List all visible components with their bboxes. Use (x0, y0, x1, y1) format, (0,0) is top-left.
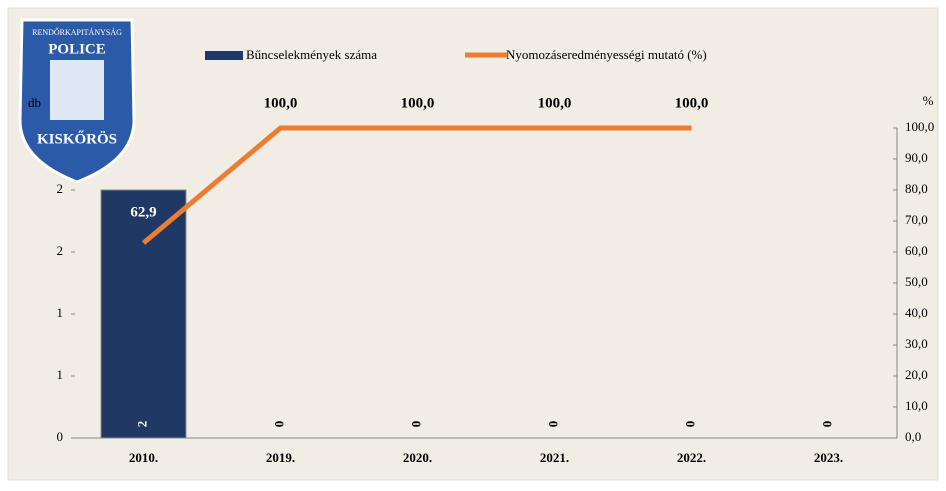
line (141, 125, 692, 245)
y2-tick-label: 20,0 (905, 367, 928, 382)
badge-shield (50, 60, 104, 120)
bar-value-label: 0 (682, 421, 697, 428)
bar-value-label: 0 (545, 421, 560, 428)
y-tick-label: 2 (57, 243, 64, 258)
x-tick-label: 2019. (266, 450, 295, 465)
bar-value-label: 0 (819, 421, 834, 428)
y2-tick-label: 70,0 (905, 212, 928, 227)
y2-tick-label: 0,0 (905, 429, 921, 444)
y2-tick-label: 80,0 (905, 181, 928, 196)
y2-tick-label: 40,0 (905, 305, 928, 320)
bar-value-label: 2 (134, 421, 149, 428)
y-tick-label: 1 (57, 305, 64, 320)
y2-axis-label: % (923, 93, 934, 108)
legend-swatch (205, 51, 243, 60)
y2-tick-label: 90,0 (905, 150, 928, 165)
bar (100, 189, 187, 439)
y-tick-label: 2 (57, 181, 64, 196)
y2-tick-label: 10,0 (905, 398, 928, 413)
line-value-label: 62,9 (130, 204, 156, 220)
line-value-label: 100,0 (401, 95, 435, 111)
y-tick-label: 1 (57, 367, 64, 382)
x-tick-label: 2023. (814, 450, 843, 465)
x-tick-label: 2010. (129, 450, 158, 465)
y-tick-label: 0 (57, 429, 64, 444)
y2-tick-label: 30,0 (905, 336, 928, 351)
legend-label: Nyomozáseredményességi mutató (%) (506, 47, 707, 62)
y2-tick-label: 100,0 (905, 119, 934, 134)
logo-middle: POLICE (48, 41, 106, 57)
logo-bottom: KISKŐRÖS (37, 130, 117, 147)
y2-tick-label: 50,0 (905, 274, 928, 289)
x-tick-label: 2021. (540, 450, 569, 465)
line-value-label: 100,0 (538, 95, 572, 111)
logo-top: RENDŐRKAPITÁNYSÁG (32, 27, 122, 37)
bar-value-label: 0 (408, 421, 423, 428)
bar-value-label: 0 (271, 421, 286, 428)
line-value-label: 100,0 (675, 95, 709, 111)
line-value-label: 100,0 (264, 95, 298, 111)
y-axis-label: db (28, 95, 41, 110)
legend-label: Bűncselekmények száma (246, 47, 377, 62)
y2-tick-label: 60,0 (905, 243, 928, 258)
x-tick-label: 2022. (677, 450, 706, 465)
logo: RENDŐRKAPITÁNYSÁG POLICE KISKŐRÖS (18, 18, 136, 184)
x-tick-label: 2020. (403, 450, 432, 465)
